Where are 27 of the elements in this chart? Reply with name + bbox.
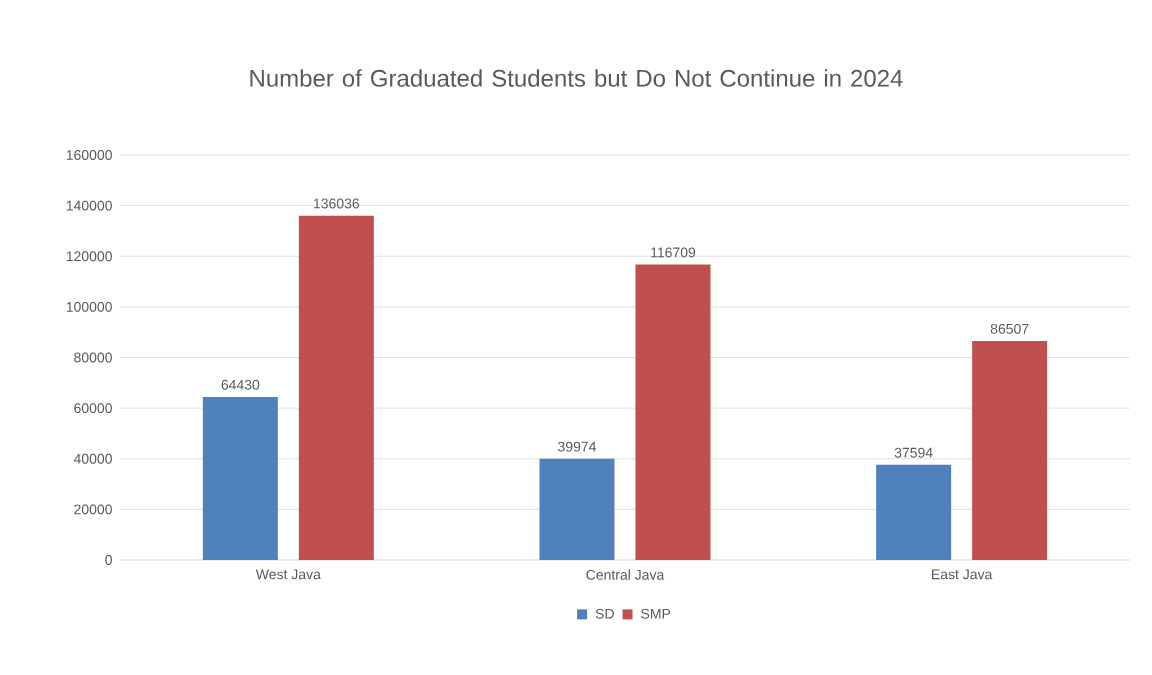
y-tick-label: 100000 <box>66 301 112 312</box>
data-label: 116709 <box>651 247 696 258</box>
data-label: 64430 <box>221 379 260 390</box>
y-tick-label: 120000 <box>66 251 112 262</box>
y-tick-label: 20000 <box>74 504 112 515</box>
bar <box>539 458 615 560</box>
y-tick-label: 80000 <box>74 352 112 363</box>
y-tick-label: 160000 <box>66 150 112 160</box>
x-tick-label: East Java <box>932 569 993 580</box>
bar <box>202 396 278 560</box>
bar <box>876 464 952 560</box>
data-label: 136036 <box>314 198 360 209</box>
data-label: 86507 <box>990 323 1029 334</box>
x-tick-label: Central Java <box>586 569 665 580</box>
chart-title: Number of Graduated Students but Do Not Continue in 2024 <box>250 69 903 87</box>
y-tick-label: 60000 <box>74 403 112 414</box>
data-label: 39974 <box>558 441 597 452</box>
legend-label: SD <box>595 608 614 619</box>
bar <box>635 264 711 560</box>
legend-label: SMP <box>641 608 671 619</box>
data-label: 37594 <box>894 447 933 458</box>
bar <box>972 341 1048 560</box>
y-tick-label: 140000 <box>66 200 112 211</box>
y-tick-label: 40000 <box>73 453 112 464</box>
x-tick-label: West Java <box>255 569 321 580</box>
bar <box>298 215 374 560</box>
y-tick-label: 0 <box>105 555 112 565</box>
